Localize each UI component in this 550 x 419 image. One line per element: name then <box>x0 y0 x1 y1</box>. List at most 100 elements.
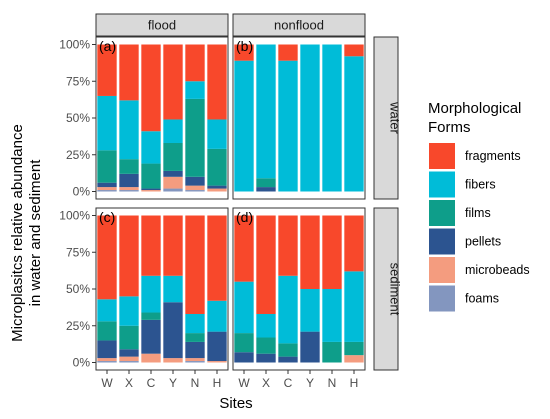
y-tick-label: 100% <box>59 38 90 52</box>
strip-nonflood <box>232 13 366 37</box>
legend-items: fragments fibers films pellets microbeads foa… <box>429 143 530 312</box>
x-tick-label: W <box>238 376 250 390</box>
bar-segment-fibers-W <box>234 281 254 334</box>
legend-label-fibers: fibers <box>465 178 496 192</box>
x-tick-label: C <box>147 376 156 390</box>
y-tick-label: 50% <box>66 111 90 125</box>
bar-segment-films-N <box>322 341 342 363</box>
panel-tag: (a) <box>99 38 116 54</box>
panel-tag: (c) <box>99 209 115 225</box>
panel-border <box>232 36 366 200</box>
x-tick-label: X <box>125 376 133 390</box>
legend-swatch-fibers <box>429 171 455 198</box>
bar-segment-films-H <box>207 148 227 186</box>
bar-segment-fragments-X <box>256 215 276 314</box>
bar-segment-films-N <box>185 98 205 177</box>
bar-segment-fibers-X <box>119 100 139 160</box>
bar-segment-fibers-C <box>141 275 161 313</box>
bar-segment-pellets-Y <box>163 170 183 177</box>
bar-segment-pellets-Y <box>163 302 183 359</box>
bar-segment-fragments-C <box>141 44 161 132</box>
bar-segment-fibers-X <box>256 44 276 179</box>
bar-segment-microbeads-X <box>119 187 139 191</box>
bar-segment-fragments-H <box>344 44 364 57</box>
bar-segment-fibers-C <box>278 60 298 192</box>
bar-segment-fragments-W <box>97 215 117 300</box>
bar-segment-films-W <box>97 321 117 341</box>
bar-segment-pellets-W <box>234 352 254 363</box>
bar-segment-pellets-W <box>97 340 117 359</box>
bar-segment-fragments-H <box>207 44 227 120</box>
bar-segment-films-N <box>185 333 205 342</box>
panel-border <box>95 207 229 371</box>
legend: Morphological Forms fragments fibers films… <box>428 100 530 312</box>
bar-segment-foams-Y <box>163 188 183 192</box>
x-tick-label: W <box>101 376 113 390</box>
bar-segment-fragments-X <box>119 44 139 101</box>
bar-segment-pellets-N <box>185 176 205 186</box>
y-axis-title-line-1: Microplasitcs relative abundance <box>9 124 26 342</box>
bar-segment-microbeads-H <box>207 361 227 363</box>
legend-swatch-fragments <box>429 143 455 169</box>
strip-label-water: water <box>388 101 403 134</box>
bar-segment-films-X <box>119 325 139 350</box>
x-tick-label: X <box>262 376 270 390</box>
bar-segment-films-C <box>141 163 161 189</box>
bar-segment-fragments-C <box>278 215 298 276</box>
y-tick-label: 0% <box>73 185 91 199</box>
bar-segment-pellets-X <box>256 187 276 192</box>
bar-segment-fragments-W <box>234 215 254 282</box>
bar-segment-fragments-X <box>119 215 139 297</box>
bar-segment-pellets-N <box>185 341 205 359</box>
panel-nonflood-sediment: (d) <box>232 207 366 371</box>
bar-segment-microbeads-N <box>185 185 205 191</box>
bar-segment-microbeads-W <box>97 358 117 362</box>
bar-segment-fibers-Y <box>163 119 183 143</box>
x-tick-label: N <box>191 376 200 390</box>
panel-flood-water: (a) <box>95 36 229 200</box>
bar-segment-foams-N <box>185 361 205 363</box>
bar-segment-fibers-C <box>278 275 298 344</box>
bar-segment-fibers-W <box>97 299 117 322</box>
strip-flood <box>95 13 229 37</box>
x-tick-label: C <box>284 376 293 390</box>
bar-segment-foams-X <box>119 361 139 363</box>
bar-segment-fragments-N <box>322 215 342 289</box>
bar-segment-films-X <box>256 178 276 188</box>
legend-swatch-pellets <box>429 228 455 255</box>
y-tick-label: 0% <box>73 356 91 370</box>
strip-water <box>373 36 399 200</box>
bar-segment-microbeads-C <box>141 190 161 192</box>
x-tick-label: H <box>350 376 359 390</box>
bar-segment-fragments-Y <box>163 215 183 276</box>
y-tick-label: 50% <box>66 282 90 296</box>
legend-label-pellets: pellets <box>465 235 501 249</box>
legend-swatch-films <box>429 200 455 226</box>
bar-segment-foams-N <box>185 190 205 192</box>
strip-label-sediment: sediment <box>388 263 403 316</box>
bar-segment-fragments-H <box>207 215 227 301</box>
y-tick-label: 75% <box>66 74 90 88</box>
strip-sediment <box>373 207 399 371</box>
legend-title-line-2: Forms <box>428 119 471 136</box>
bar-segment-fibers-X <box>256 313 276 338</box>
bar-segment-pellets-H <box>207 331 227 362</box>
bar-segment-fragments-C <box>141 215 161 276</box>
x-axis-title: Sites <box>219 395 252 412</box>
bar-segment-fibers-W <box>97 95 117 151</box>
strip-label-nonflood: nonflood <box>274 18 324 33</box>
legend-label-microbeads: microbeads <box>465 263 530 277</box>
panel-border <box>95 36 229 200</box>
bar-segment-films-W <box>234 333 254 353</box>
bar-segment-films-C <box>278 343 298 357</box>
legend-swatch-microbeads <box>429 257 455 283</box>
legend-label-fragments: fragments <box>465 149 521 163</box>
bar-segment-fibers-Y <box>163 275 183 303</box>
legend-swatch-foams <box>429 285 455 312</box>
bar-segment-pellets-Y <box>300 331 320 363</box>
bar-segment-fragments-N <box>185 215 205 314</box>
bar-segment-fibers-Y <box>300 289 320 332</box>
bar-segment-fibers-H <box>344 56 364 192</box>
strip-label-flood: flood <box>148 18 176 33</box>
y-tick-label: 25% <box>66 319 90 333</box>
